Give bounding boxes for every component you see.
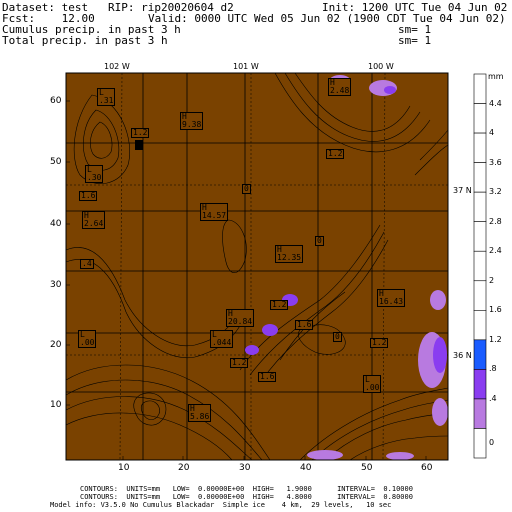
map-value-label: H 14.57	[200, 203, 229, 221]
precip-shading	[135, 75, 448, 460]
map-value-label: 1.2	[326, 149, 345, 159]
map-value-label: L .00	[78, 330, 97, 348]
colorbar-swatch	[473, 369, 487, 400]
map-value-label: .4	[80, 259, 94, 269]
map-value-label: L .30	[85, 165, 104, 183]
lat-label-36n: 36 N	[453, 351, 472, 360]
x-tick-10: 10	[118, 463, 130, 473]
field2-smoothing: sm= 1	[398, 34, 432, 47]
colorbar-tick-label: .4	[489, 393, 497, 403]
colorbar-unit: mm	[488, 72, 504, 81]
fcst-line: Fcst: 12.00	[2, 12, 95, 25]
colorbar-swatch	[473, 250, 487, 282]
lon-label-100w: 100 W	[368, 62, 394, 71]
map-value-label: 1.2	[270, 300, 289, 310]
y-tick-20: 20	[50, 340, 62, 350]
map-value-label: 1.2	[230, 358, 249, 368]
map-value-label: H 5.86	[188, 404, 212, 422]
field2-title: Total precip. in past 3 h	[2, 34, 168, 47]
colorbar-tick-label: .8	[489, 364, 497, 374]
valid-line: Valid: 0000 UTC Wed 05 Jun 02 (1900 CDT …	[148, 12, 506, 25]
colorbar-swatch	[473, 339, 487, 370]
colorbar-swatch	[473, 191, 487, 222]
map-value-label: L .31	[97, 88, 116, 106]
lon-label-102w: 102 W	[104, 62, 130, 71]
colorbar-tick-label: 3.6	[489, 157, 502, 167]
colorbar-swatch	[473, 132, 487, 163]
footer-contours-2: CONTOURS: UNITS=mm LOW= 0.00000E+00 HIGH…	[80, 493, 413, 501]
colorbar-tick-label: 2.8	[489, 216, 502, 226]
map-value-label: H 16.43	[377, 289, 406, 307]
colorbar-swatch	[473, 221, 487, 252]
map-value-label: 1.6	[295, 320, 314, 330]
lon-label-101w: 101 W	[233, 62, 259, 71]
colorbar-tick-label: 3.2	[489, 187, 502, 197]
map-value-label: H 9.38	[180, 112, 204, 130]
colorbar-swatch	[473, 310, 487, 341]
map-value-label: 1.2	[370, 338, 389, 348]
map-value-label: 0	[315, 236, 324, 246]
y-tick-40: 40	[50, 219, 62, 229]
map-value-label: H 12.35	[275, 245, 304, 263]
x-tick-30: 30	[239, 463, 251, 473]
map-value-label: H 20.84	[226, 309, 255, 327]
colorbar-tick-label: 1.6	[489, 305, 502, 315]
field1-title: Cumulus precip. in past 3 h	[2, 23, 181, 36]
map-value-label: H 2.48	[328, 78, 352, 96]
map-background	[66, 73, 448, 460]
map-value-label: 1.6	[79, 191, 98, 201]
y-tick-10: 10	[50, 400, 62, 410]
map-frame	[65, 72, 449, 461]
map-value-label: 0	[242, 184, 251, 194]
colorbar-swatch	[473, 73, 487, 104]
colorbar-swatch	[473, 398, 487, 429]
lat-label-37n: 37 N	[453, 186, 472, 195]
y-tick-50: 50	[50, 157, 62, 167]
field1-smoothing: sm= 1	[398, 23, 432, 36]
dataset-line: Dataset: test RIP: rip20020604 d2	[2, 1, 234, 14]
x-tick-50: 50	[361, 463, 373, 473]
colorbar-tick-label: 0	[489, 438, 495, 448]
colorbar-tick-label: 4	[489, 128, 495, 138]
colorbar-tick-label: 4.4	[489, 98, 502, 108]
x-tick-40: 40	[300, 463, 312, 473]
lat-lon-lines	[66, 72, 448, 461]
precip-contours	[65, 72, 449, 461]
map-value-label: L .00	[363, 375, 382, 393]
y-tick-30: 30	[50, 280, 62, 290]
x-tick-60: 60	[421, 463, 433, 473]
colorbar-tick-label: 1.2	[489, 334, 502, 344]
colorbar-swatch	[473, 280, 487, 311]
footer-contours-1: CONTOURS: UNITS=mm LOW= 0.00000E+00 HIGH…	[80, 485, 413, 493]
x-tick-20: 20	[178, 463, 190, 473]
map-value-label: L .044	[210, 330, 234, 348]
colorbar-swatch	[473, 103, 487, 134]
map-value-label: 1.6	[258, 372, 277, 382]
colorbar-swatch	[473, 428, 487, 459]
map-value-label: 1.2	[131, 128, 150, 138]
colorbar-tick-label: 2	[489, 275, 495, 285]
colorbar-tick-label: 2.4	[489, 246, 502, 256]
map-value-label: 0	[333, 332, 342, 342]
init-line: Init: 1200 UTC Tue 04 Jun 02	[322, 1, 508, 14]
colorbar-swatch	[473, 162, 487, 193]
map-value-label: H 2.64	[82, 211, 106, 229]
county-lines	[66, 73, 448, 460]
footer-model-info: Model info: V3.5.0 No Cumulus Blackadar …	[50, 501, 392, 509]
y-tick-60: 60	[50, 96, 62, 106]
